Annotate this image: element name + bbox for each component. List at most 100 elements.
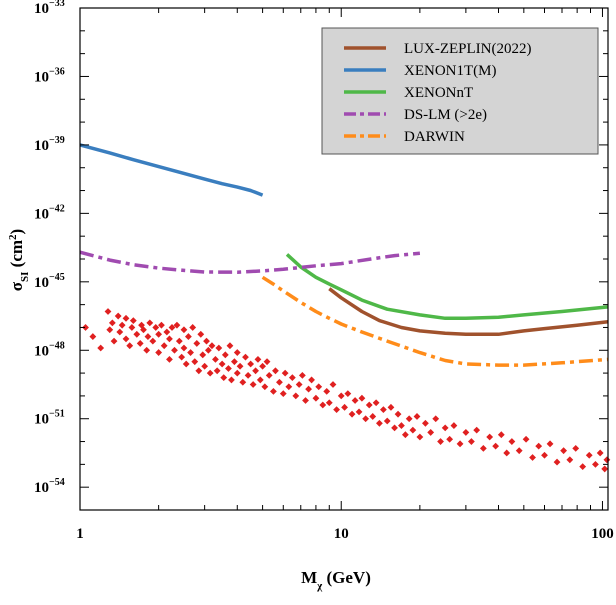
scatter-point [486,433,494,441]
x-axis-title: Mχ (GeV) [301,568,371,592]
scatter-point [319,401,327,409]
scatter-points [82,308,611,473]
y-tick-label: 10−45 [34,272,65,291]
scatter-point [218,360,226,368]
scatter-point [213,367,221,375]
scatter-point [325,399,333,407]
series-line-darwin [261,275,609,367]
scatter-point [312,394,320,402]
scatter-point [122,335,130,343]
y-tick-label: 10−42 [34,203,65,222]
scatter-point [97,344,105,352]
scatter-point [231,358,238,366]
scatter-point [468,438,475,445]
scatter-point [158,321,165,329]
scatter-point [129,317,137,325]
scatter-point [372,399,380,407]
scatter-point [355,408,363,416]
scatter-point [114,312,122,320]
scatter-point [104,308,112,315]
scatter-point [138,321,145,329]
scatter-point [450,422,458,429]
series-line-xenon1t-m [79,143,264,197]
scatter-point [596,449,604,457]
scatter-point [427,429,435,436]
scatter-point [308,376,315,384]
scatter-point [344,390,352,398]
scatter-point [233,349,241,356]
scatter-point [206,369,214,377]
x-tick-label: 10 [334,526,349,542]
scatter-point [244,371,252,379]
scatter-point [195,367,203,375]
scatter-point [221,351,229,359]
scatter-point [136,340,144,347]
scatter-point [166,356,173,363]
scatter-point [522,435,530,443]
scatter-point [166,335,173,343]
scatter-point [133,330,141,338]
scatter-point [462,429,470,436]
scatter-point [226,342,234,350]
scatter-point [128,324,136,331]
scatter-point [401,431,409,439]
scatter-point [239,378,247,386]
series-line-ds-lm-2e [79,250,421,274]
scatter-point [341,403,348,411]
scatter-point [263,358,271,366]
scatter-point [535,442,543,450]
scatter-point [281,369,289,377]
scatter-point [295,381,303,388]
scatter-point [441,424,449,432]
scatter-point [383,417,391,425]
scatter-point [285,383,293,391]
scatter-point [220,374,228,382]
scatter-point [146,319,154,327]
scatter-point [391,424,398,432]
scatter-point [279,390,287,398]
scatter-point [358,394,366,402]
legend-label: DARWIN [404,129,465,145]
scatter-point [212,356,219,363]
scatter-point [242,353,249,361]
scatter-point [585,451,593,459]
scatter-point [492,442,500,450]
scatter-point [541,451,548,459]
scatter-point [394,410,402,418]
legend-label: XENONnT [404,85,473,101]
scatter-point [323,387,331,395]
scatter-point [236,362,244,370]
scatter-point [272,367,279,375]
y-tick-label: 10−48 [34,340,65,359]
scatter-point [180,326,188,334]
scatter-point [191,358,199,366]
limit-curves [79,143,609,367]
scatter-point [152,324,160,331]
scatter-point [180,344,188,352]
scatter-point [348,410,356,418]
scatter-point [422,419,429,427]
scatter-point [560,447,568,455]
scatter-point [185,333,192,340]
y-tick-label: 10−54 [34,477,65,496]
scatter-point [379,406,387,413]
scatter-point [432,415,440,423]
scatter-point [173,321,181,329]
scatter-point [140,326,147,334]
scatter-point [106,326,114,334]
x-tick-label: 1 [76,526,84,542]
scatter-point [572,444,580,452]
scatter-point [473,426,481,434]
scatter-point [160,342,168,350]
scatter-point [126,342,134,350]
scatter-point [376,419,383,427]
scatter-point [259,362,266,370]
scatter-point [365,401,373,409]
series-line-lux-zeplin-2022 [328,287,609,337]
scatter-point [122,314,130,322]
scatter-point [187,349,194,356]
scatter-point [288,374,296,382]
scatter-point [387,403,395,411]
scatter-point [508,438,516,445]
